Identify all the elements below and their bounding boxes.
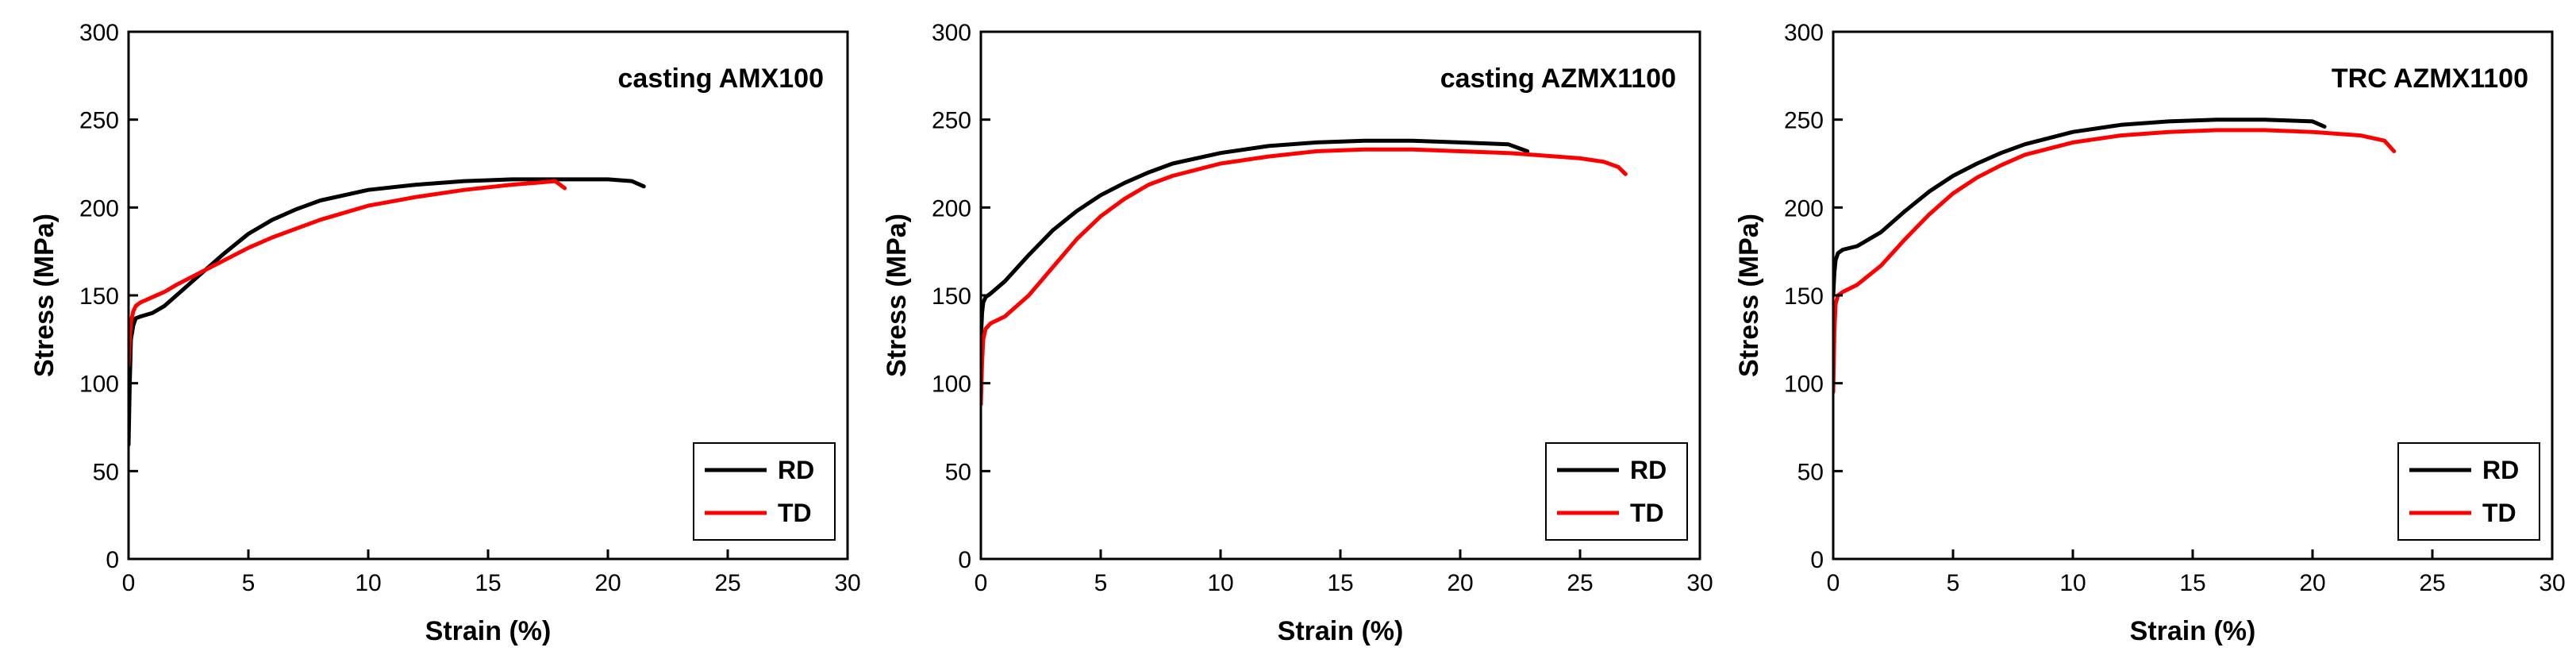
y-tick-label: 100 (932, 372, 971, 398)
y-tick-label: 100 (1784, 372, 1824, 398)
y-tick-label: 300 (1784, 20, 1824, 46)
legend-box (2397, 442, 2540, 541)
y-axis-label: Stress (MPa) (1734, 214, 1764, 377)
legend: RD TD (1545, 442, 1688, 541)
x-tick-label: 25 (1567, 570, 1593, 596)
x-tick-label: 15 (475, 570, 501, 596)
y-tick-label: 0 (1810, 547, 1824, 573)
legend: RD TD (693, 442, 836, 541)
x-tick-label: 30 (834, 570, 860, 596)
x-tick-label: 20 (2299, 570, 2325, 596)
y-tick-label: 50 (1797, 459, 1824, 485)
x-tick-label: 0 (1827, 570, 1840, 596)
y-tick-label: 200 (932, 195, 971, 222)
x-tick-label: 0 (122, 570, 136, 596)
x-tick-label: 0 (975, 570, 988, 596)
y-tick-label: 150 (79, 283, 119, 310)
x-tick-label: 15 (1327, 570, 1353, 596)
x-tick-label: 10 (355, 570, 381, 596)
series-line-rd (129, 177, 646, 447)
y-tick-label: 300 (79, 20, 119, 46)
y-tick-label: 150 (1784, 283, 1824, 310)
x-tick-label: 20 (594, 570, 621, 596)
legend-box (1545, 442, 1688, 541)
y-tick-label: 200 (79, 195, 119, 222)
x-tick-label: 30 (1686, 570, 1713, 596)
legend-label-td: TD (2482, 499, 2516, 527)
x-axis-label: Strain (%) (1278, 616, 1404, 646)
y-tick-label: 50 (93, 459, 119, 485)
series-line-rd (981, 138, 1530, 341)
series-line-rd (1833, 118, 2327, 298)
y-tick-label: 250 (932, 108, 971, 134)
x-tick-label: 5 (242, 570, 256, 596)
legend-label-rd: RD (2482, 456, 2519, 484)
y-axis-label: Stress (MPa) (29, 214, 60, 377)
x-axis-label: Strain (%) (425, 616, 552, 646)
x-tick-label: 5 (1094, 570, 1108, 596)
chart-title: casting AMX100 (618, 64, 825, 94)
chart-title: casting AZMX1100 (1440, 64, 1676, 94)
series-line-td (981, 147, 1628, 407)
x-tick-label: 20 (1447, 570, 1473, 596)
x-tick-label: 10 (1207, 570, 1233, 596)
x-tick-label: 25 (714, 570, 740, 596)
series-line-td (1833, 128, 2397, 395)
y-tick-label: 0 (106, 547, 119, 573)
x-tick-label: 5 (1947, 570, 1960, 596)
y-tick-label: 50 (945, 459, 971, 485)
x-axis-label: Strain (%) (2130, 616, 2256, 646)
legend: RD TD (2397, 442, 2540, 541)
legend-label-td: TD (778, 499, 812, 527)
legend-box (693, 442, 836, 541)
y-tick-label: 200 (1784, 195, 1824, 222)
y-tick-label: 250 (79, 108, 119, 134)
chart-title: TRC AZMX1100 (2332, 64, 2528, 94)
y-tick-label: 0 (958, 547, 971, 573)
y-tick-label: 100 (79, 372, 119, 398)
y-tick-label: 150 (932, 283, 971, 310)
legend-label-rd: RD (778, 456, 814, 484)
y-tick-label: 250 (1784, 108, 1824, 134)
x-tick-label: 10 (2059, 570, 2086, 596)
y-tick-label: 300 (932, 20, 971, 46)
y-axis-label: Stress (MPa) (882, 214, 912, 377)
legend-label-td: TD (1630, 499, 1664, 527)
x-tick-label: 30 (2539, 570, 2565, 596)
legend-label-rd: RD (1630, 456, 1667, 484)
x-tick-label: 15 (2179, 570, 2205, 596)
series-line-td (129, 179, 567, 368)
x-tick-label: 25 (2419, 570, 2445, 596)
